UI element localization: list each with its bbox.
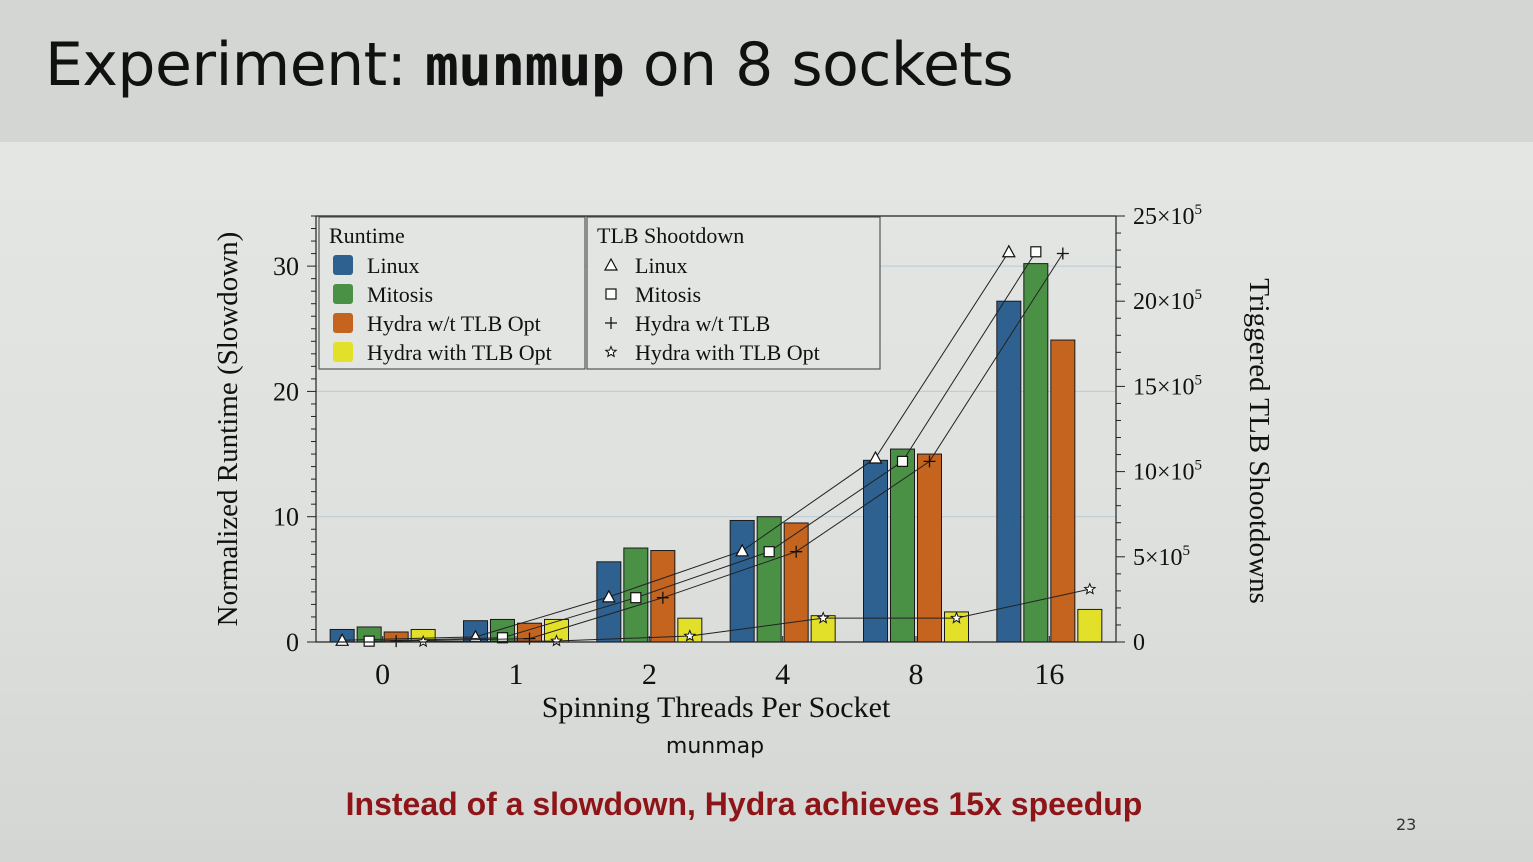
star-marker <box>550 634 563 647</box>
right-tick-exponent: 5 <box>1183 543 1191 559</box>
legend-label: Hydra w/t TLB <box>635 311 770 336</box>
y-axis-title: Normalized Runtime (Slowdown) <box>212 232 244 627</box>
plus-marker <box>1056 247 1069 260</box>
star-marker <box>816 611 830 624</box>
right-tick-exponent: 5 <box>1195 458 1203 474</box>
right-tick-exponent: 5 <box>1195 287 1203 303</box>
left-tick-label: 10 <box>273 503 299 532</box>
legend-box <box>586 216 881 370</box>
title-suffix: on 8 sockets <box>624 30 1014 100</box>
plus-marker <box>790 545 803 558</box>
series-line <box>396 253 1064 642</box>
bar <box>756 516 782 643</box>
x-tick-label: 2 <box>642 658 657 691</box>
right-tick-exponent: 5 <box>1195 202 1203 218</box>
plus-marker <box>923 455 936 468</box>
square-marker <box>896 455 909 467</box>
right-tick-label: 10×105 <box>1133 458 1202 486</box>
right-tick-label: 25×105 <box>1133 202 1202 230</box>
triangle-marker <box>868 450 883 464</box>
legend-label: Linux <box>367 253 420 278</box>
square-marker <box>496 632 509 644</box>
legend-title: Runtime <box>329 223 405 248</box>
x-tick-label: 0 <box>375 658 390 691</box>
left-tick-label: 20 <box>273 377 299 406</box>
square-marker <box>363 635 375 647</box>
square-marker <box>763 546 775 558</box>
series-line <box>342 251 1010 641</box>
square-marker <box>1030 246 1042 258</box>
legend-label: Mitosis <box>635 282 701 307</box>
bar <box>996 300 1022 643</box>
title-band <box>0 0 1533 142</box>
right-tick-label: 5×105 <box>1133 543 1190 571</box>
legend-label: Hydra with TLB Opt <box>635 340 820 365</box>
bar <box>1050 339 1076 643</box>
series-line <box>423 588 1090 643</box>
legend-label: Hydra with TLB Opt <box>367 340 552 365</box>
plus-marker <box>605 317 617 329</box>
bar <box>863 459 888 643</box>
page-number: 23 <box>1396 815 1417 834</box>
plus-marker <box>656 591 669 604</box>
bar <box>1023 263 1049 643</box>
star-marker <box>683 629 697 642</box>
star-marker <box>604 345 618 358</box>
legend-label: Linux <box>635 253 688 278</box>
title-code: munmup <box>424 34 625 99</box>
x-tick-label: 16 <box>1034 658 1064 691</box>
chart-caption: munmap <box>665 734 765 759</box>
callout-text: Instead of a slowdown, Hydra achieves 15… <box>345 786 1143 822</box>
star-marker <box>950 611 963 624</box>
legend-swatch <box>333 342 353 362</box>
triangle-marker <box>1001 244 1016 258</box>
bar <box>1077 608 1103 643</box>
square-marker <box>630 592 642 604</box>
bar <box>783 522 809 643</box>
star-marker <box>1083 582 1097 595</box>
right-tick-label: 15×105 <box>1133 372 1202 400</box>
bar <box>890 448 915 643</box>
legend-title: TLB Shootdown <box>597 223 744 248</box>
right-tick-label: 20×105 <box>1133 287 1202 315</box>
x-axis-title: Spinning Threads Per Socket <box>542 691 891 724</box>
series-line <box>369 251 1037 642</box>
left-tick-label: 0 <box>286 628 299 657</box>
bar <box>729 519 755 643</box>
star-marker <box>416 634 430 648</box>
triangle-marker <box>735 543 750 557</box>
legend-swatch <box>333 284 353 304</box>
legend-swatch <box>333 313 353 333</box>
x-tick-label: 4 <box>775 658 790 691</box>
y2-axis-title: Triggered TLB Shootdowns <box>1243 278 1275 603</box>
bar <box>917 453 942 643</box>
plus-marker <box>390 635 403 648</box>
right-tick-label: 0 <box>1133 630 1145 656</box>
legend-box <box>318 216 586 370</box>
legend-label: Hydra w/t TLB Opt <box>367 311 541 336</box>
legend-label: Mitosis <box>367 282 433 307</box>
x-tick-label: 1 <box>509 658 524 691</box>
title-prefix: Experiment: <box>45 30 425 100</box>
x-tick-label: 8 <box>909 658 924 691</box>
right-tick-exponent: 5 <box>1195 372 1203 388</box>
legend-swatch <box>333 255 353 275</box>
triangle-marker <box>601 589 616 603</box>
triangle-marker <box>603 257 619 271</box>
slide-title: Experiment: munmup on 8 sockets <box>45 30 1014 100</box>
left-tick-label: 30 <box>273 252 299 281</box>
square-marker <box>605 288 617 300</box>
